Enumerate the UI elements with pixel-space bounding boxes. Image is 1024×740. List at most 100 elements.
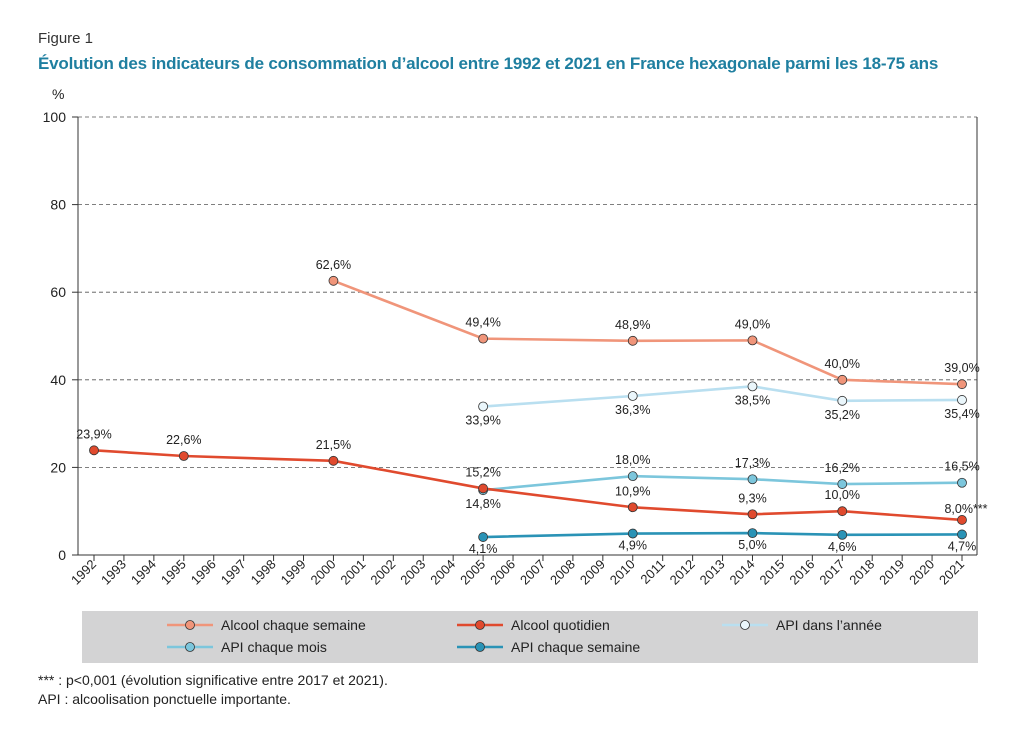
x-tick-label: 1993 [98,557,129,588]
data-label: 10,9% [615,484,650,498]
data-point [957,379,967,390]
x-tick-label: 2008 [547,557,578,588]
x-tick-label: 2020 [906,557,937,588]
data-point [627,391,638,401]
data-point [627,471,638,482]
data-label: 49,0% [735,317,770,331]
data-label: 35,2% [825,408,860,422]
data-point [747,528,758,538]
line-chart: %020406080100199219931994199519961997199… [43,86,988,588]
x-tick-label: 2016 [786,557,817,588]
data-label: 17,3% [735,456,770,470]
legend-item-api-semaine: API chaque semaine [457,639,640,655]
data-point [957,477,967,488]
x-tick-label: 2000 [308,557,339,588]
legend-marker [722,620,768,630]
series-line [93,449,963,522]
x-tick-label: 1992 [68,557,99,588]
x-tick-label: 1999 [278,557,309,588]
data-point [478,483,489,494]
x-tick-label: 2014 [727,557,758,588]
data-point [837,529,848,540]
data-label: 48,9% [615,318,650,332]
data-point [89,445,99,456]
y-tick-label: 20 [50,459,66,475]
data-point [747,474,758,485]
x-tick-label: 2006 [487,557,518,588]
data-point [627,528,638,539]
legend-item-alcool-semaine: Alcool chaque semaine [167,617,366,633]
data-label: 14,8% [465,497,500,511]
data-point [627,335,638,346]
data-label: 38,5% [735,393,770,407]
data-label: 33,9% [465,414,500,428]
legend-marker [457,620,503,630]
data-label: 10,0% [825,488,860,502]
data-label: 4,7% [948,539,977,553]
data-label: 36,3% [615,403,650,417]
y-tick-label: 80 [50,197,66,213]
x-tick-label: 2004 [427,557,458,588]
legend-item-api-annee: API dans l’année [722,617,882,633]
x-tick-label: 2015 [756,557,787,588]
data-point [328,455,339,466]
footnote-significance: *** : p<0,001 (évolution significative e… [38,672,388,688]
x-tick-label: 1996 [188,557,219,588]
x-tick-label: 1995 [158,557,189,588]
data-label: 23,9% [76,427,111,441]
data-point [957,529,967,540]
data-point [328,275,339,286]
data-label: 4,6% [828,540,857,554]
y-tick-label: 60 [50,284,66,300]
data-label: 62,6% [316,258,351,272]
y-unit-label: % [52,86,64,102]
figure-label: Figure 1 [38,30,94,47]
data-point [837,479,848,489]
data-label: 35,4% [944,407,979,421]
y-tick-label: 40 [50,372,66,388]
x-tick-label: 2010 [607,557,638,588]
data-label: 4,1% [469,542,498,556]
data-label: 15,2% [465,465,500,479]
x-tick-label: 2019 [876,557,907,588]
x-tick-label: 2007 [517,557,548,588]
legend-marker [457,642,503,652]
footnotes: *** : p<0,001 (évolution significative e… [38,671,388,709]
data-label: 22,6% [166,433,201,447]
legend-label: Alcool chaque semaine [221,617,366,633]
data-label: 40,0% [825,357,860,371]
data-label: 39,0% [944,361,979,375]
data-point [627,502,638,513]
data-label: 8,0%*** [944,502,987,516]
legend-item-alcool-quotidien: Alcool quotidien [457,617,610,633]
x-tick-label: 2012 [667,557,698,588]
x-tick-label: 2017 [816,557,847,588]
legend-marker [167,642,213,652]
data-label: 21,5% [316,438,351,452]
chart-title: Évolution des indicateurs de consommatio… [38,54,939,73]
x-tick-label: 2009 [577,557,608,588]
x-tick-label: 2002 [367,557,398,588]
data-label: 18,0% [615,453,650,467]
x-tick-label: 2005 [457,557,488,588]
data-point [747,381,758,392]
y-tick-label: 0 [58,547,66,563]
data-label: 16,5% [944,460,979,474]
legend-label: API dans l’année [776,617,882,633]
x-tick-label: 2018 [846,557,877,588]
x-tick-label: 1998 [248,557,279,588]
x-tick-label: 2013 [697,557,728,588]
data-point [478,532,489,542]
footnote-api-definition: API : alcoolisation ponctuelle important… [38,691,291,707]
data-point [478,333,489,344]
data-point [957,515,967,525]
series-line [483,385,963,408]
series-line [332,279,963,386]
data-point [837,506,848,517]
x-tick-label: 1997 [218,557,249,588]
y-tick-label: 100 [43,109,67,125]
x-tick-label: 2011 [637,557,667,587]
legend-item-api-mois: API chaque mois [167,639,327,655]
data-point [478,401,489,412]
data-point [747,509,758,520]
